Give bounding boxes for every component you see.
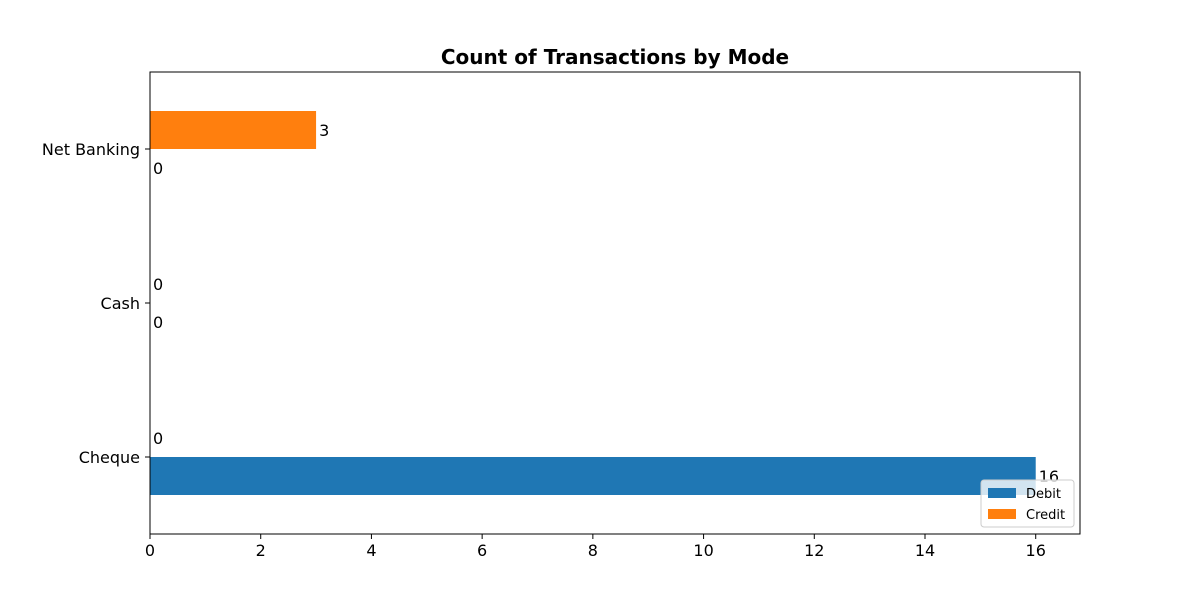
legend: Debit Credit [980, 479, 1075, 528]
x-tick-label: 10 [693, 541, 713, 560]
x-tick-label: 12 [804, 541, 824, 560]
chart-title: Count of Transactions by Mode [441, 45, 789, 69]
data-label-credit-cheque: 0 [153, 429, 163, 448]
x-tick-label: 0 [145, 541, 155, 560]
legend-label-credit: Credit [1026, 508, 1065, 523]
bars-layer [150, 111, 1036, 495]
data-label-debit-net-banking: 0 [153, 159, 163, 178]
x-tick-label: 8 [588, 541, 598, 560]
x-tick-label: 2 [256, 541, 266, 560]
x-tick-label: 16 [1026, 541, 1046, 560]
legend-swatch-debit [988, 488, 1016, 498]
y-tick-label-net-banking: Net Banking [42, 140, 140, 159]
y-tick-label-cheque: Cheque [79, 448, 140, 467]
data-label-credit-net-banking: 3 [319, 121, 329, 140]
bar-credit-net-banking [150, 111, 317, 149]
y-axis: Cheque Cash Net Banking [42, 140, 150, 467]
x-tick-label: 6 [477, 541, 487, 560]
data-label-debit-cash: 0 [153, 313, 163, 332]
x-axis: 0 2 4 6 8 10 12 14 16 [145, 534, 1046, 560]
x-tick-label: 4 [366, 541, 376, 560]
x-tick-label: 14 [915, 541, 935, 560]
bar-debit-cheque [150, 457, 1036, 495]
legend-label-debit: Debit [1026, 487, 1061, 502]
y-tick-label-cash: Cash [101, 294, 140, 313]
data-label-credit-cash: 0 [153, 275, 163, 294]
legend-swatch-credit [988, 509, 1016, 519]
